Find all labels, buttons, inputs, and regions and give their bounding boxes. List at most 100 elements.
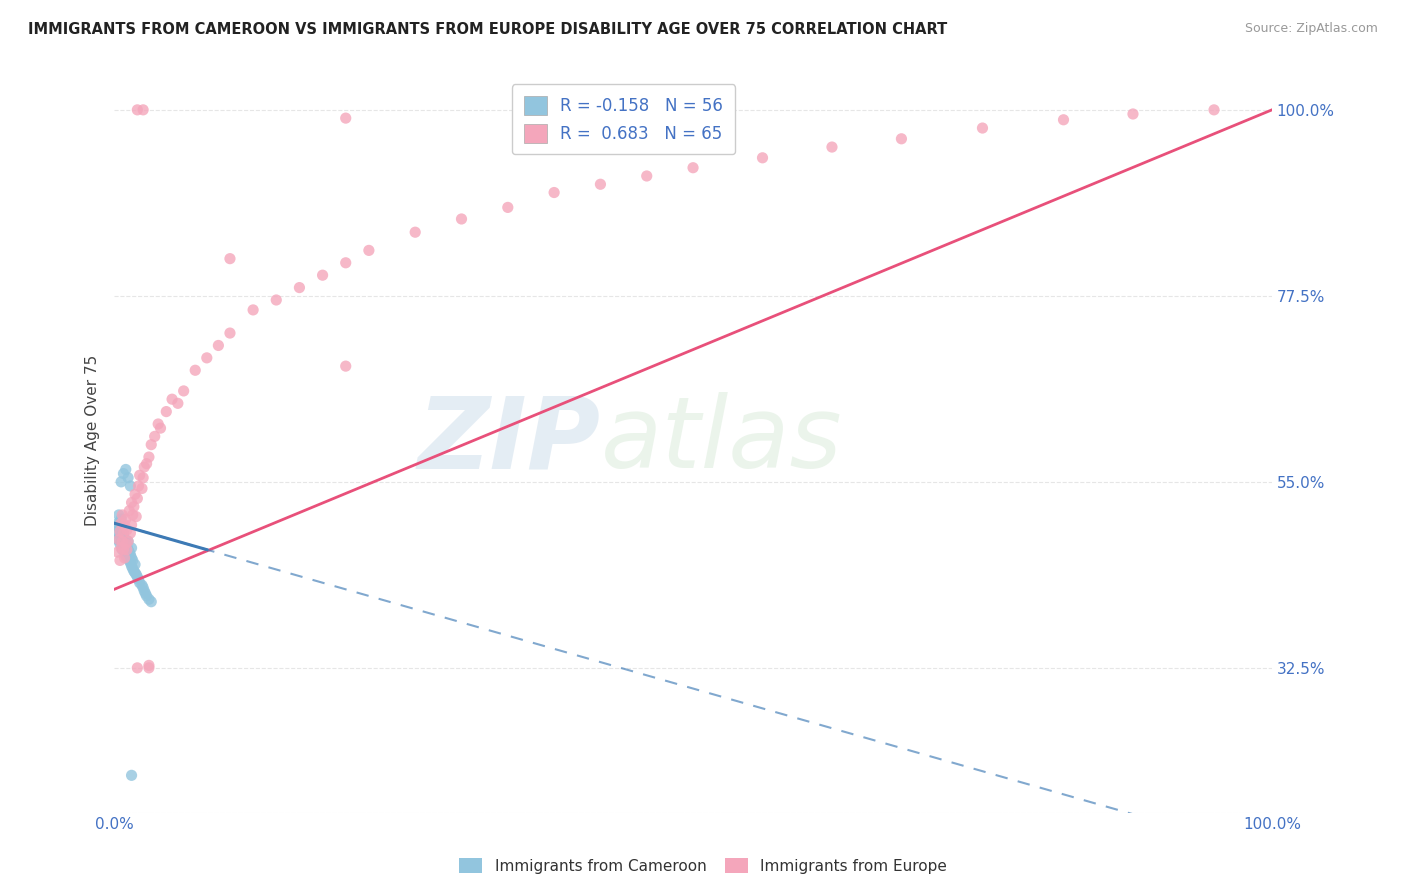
Point (112, 526, 135, 541)
Point (117, 534, 139, 549)
Point (311, 268, 333, 283)
Point (114, 537, 136, 551)
Point (115, 523, 138, 537)
Point (219, 326, 242, 340)
Point (110, 516, 132, 531)
Point (121, 550, 143, 565)
Point (264, 293, 287, 307)
Point (682, 161, 704, 175)
Point (134, 460, 156, 475)
Point (108, 553, 131, 567)
Point (120, 548, 142, 562)
Point (127, 491, 149, 506)
Point (117, 542, 139, 557)
Point (115, 542, 138, 557)
Point (155, 404, 177, 418)
Point (110, 526, 132, 541)
Point (972, 121, 994, 136)
Point (124, 558, 146, 572)
Point (148, 417, 170, 431)
Point (111, 523, 134, 537)
Point (125, 509, 148, 524)
Point (207, 338, 229, 352)
Y-axis label: Disability Age Over 75: Disability Age Over 75 (86, 355, 100, 526)
Point (115, 548, 138, 562)
Point (110, 541, 132, 555)
Point (132, 581, 155, 595)
Point (108, 520, 131, 534)
Point (132, 471, 155, 485)
Point (107, 533, 129, 547)
Point (107, 545, 129, 559)
Point (114, 541, 136, 555)
Point (149, 421, 172, 435)
Point (127, 570, 149, 584)
Point (121, 495, 143, 509)
Point (1122, 107, 1144, 121)
Point (112, 539, 135, 553)
Point (111, 534, 134, 549)
Point (120, 526, 142, 541)
Point (335, 111, 357, 125)
Point (121, 768, 143, 782)
Legend: Immigrants from Cameroon, Immigrants from Europe: Immigrants from Cameroon, Immigrants fro… (453, 852, 953, 880)
Point (131, 482, 153, 496)
Point (1052, 112, 1074, 127)
Point (1202, 103, 1225, 117)
Point (636, 169, 658, 183)
Point (110, 512, 132, 526)
Point (110, 520, 132, 534)
Point (128, 575, 150, 590)
Point (131, 578, 153, 592)
Point (114, 533, 136, 547)
Point (450, 211, 472, 226)
Point (335, 256, 357, 270)
Point (112, 531, 135, 545)
Point (117, 471, 139, 485)
Point (114, 512, 136, 526)
Point (589, 178, 612, 192)
Point (138, 661, 160, 675)
Point (127, 661, 149, 675)
Point (114, 462, 136, 476)
Point (108, 516, 131, 531)
Point (141, 438, 163, 452)
Point (108, 537, 131, 551)
Point (122, 564, 145, 578)
Text: ZIP: ZIP (418, 392, 600, 489)
Point (543, 186, 565, 200)
Point (128, 573, 150, 587)
Point (121, 562, 143, 576)
Point (120, 556, 142, 570)
Point (121, 517, 143, 532)
Point (589, 103, 612, 117)
Point (195, 351, 218, 365)
Point (115, 539, 138, 553)
Point (890, 132, 912, 146)
Point (118, 545, 141, 559)
Point (404, 225, 426, 239)
Text: atlas: atlas (600, 392, 842, 489)
Point (108, 533, 131, 547)
Point (138, 592, 160, 607)
Point (112, 526, 135, 541)
Legend: R = -0.158   N = 56, R =  0.683   N = 65: R = -0.158 N = 56, R = 0.683 N = 65 (512, 84, 735, 154)
Point (127, 103, 149, 117)
Point (114, 545, 136, 559)
Point (134, 584, 156, 599)
Point (114, 534, 136, 549)
Text: IMMIGRANTS FROM CAMEROON VS IMMIGRANTS FROM EUROPE DISABILITY AGE OVER 75 CORREL: IMMIGRANTS FROM CAMEROON VS IMMIGRANTS F… (28, 22, 948, 37)
Point (114, 549, 136, 564)
Point (124, 566, 146, 580)
Point (121, 553, 143, 567)
Point (335, 359, 357, 373)
Point (118, 553, 141, 567)
Point (242, 302, 264, 317)
Point (117, 550, 139, 565)
Point (135, 589, 157, 603)
Point (141, 595, 163, 609)
Point (111, 542, 134, 557)
Point (121, 559, 143, 574)
Point (160, 392, 183, 407)
Point (167, 396, 190, 410)
